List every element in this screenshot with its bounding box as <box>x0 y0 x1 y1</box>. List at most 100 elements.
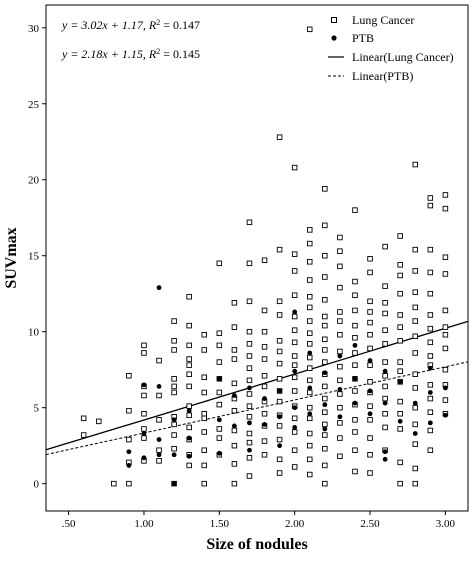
point-ptb <box>337 414 343 420</box>
point-ptb <box>442 412 448 418</box>
point-lung-cancer <box>291 292 298 298</box>
point-lung-cancer <box>307 318 313 324</box>
point-lung-cancer <box>382 341 388 347</box>
point-ptb <box>126 463 132 468</box>
point-lung-cancer <box>337 377 343 384</box>
point-lung-cancer <box>442 397 449 403</box>
point-lung-cancer <box>322 252 328 259</box>
point-lung-cancer <box>322 274 328 280</box>
point-ptb <box>367 411 373 417</box>
point-ptb <box>322 426 328 432</box>
point-lung-cancer <box>412 268 419 274</box>
point-lung-cancer <box>307 415 313 422</box>
point-lung-cancer <box>171 421 177 428</box>
point-lung-cancer <box>427 325 434 332</box>
point-ptb <box>397 379 403 385</box>
point-lung-cancer <box>186 362 192 368</box>
point-lung-cancer <box>231 347 238 353</box>
point-ptb <box>367 388 373 394</box>
point-ptb <box>247 420 252 426</box>
point-lung-cancer <box>337 404 343 411</box>
point-lung-cancer <box>307 293 313 300</box>
point-lung-cancer <box>201 415 207 422</box>
point-ptb <box>156 437 162 442</box>
point-lung-cancer <box>397 368 403 374</box>
y-axis-title: SUVmax <box>3 227 20 288</box>
point-ptb <box>171 417 177 423</box>
point-lung-cancer <box>261 307 268 314</box>
point-ptb <box>216 450 222 456</box>
x-tick-label: 3.00 <box>436 518 456 530</box>
point-lung-cancer <box>412 161 419 168</box>
point-ptb <box>156 452 162 458</box>
point-lung-cancer <box>291 339 298 346</box>
point-lung-cancer <box>141 342 147 349</box>
point-lung-cancer <box>337 348 343 355</box>
point-ptb <box>307 385 313 391</box>
point-ptb <box>186 453 192 459</box>
point-lung-cancer <box>397 233 403 239</box>
point-lung-cancer <box>307 330 313 336</box>
point-lung-cancer <box>412 304 419 311</box>
point-lung-cancer <box>201 347 207 353</box>
point-ptb <box>412 400 418 406</box>
point-lung-cancer <box>337 435 343 441</box>
point-ptb <box>292 405 298 411</box>
point-lung-cancer <box>291 164 298 171</box>
point-lung-cancer <box>276 456 283 463</box>
point-lung-cancer <box>201 429 207 435</box>
point-ptb <box>171 481 177 487</box>
point-ptb <box>307 411 313 417</box>
x-axis-title: Size of nodules <box>206 536 307 553</box>
point-lung-cancer <box>171 347 177 353</box>
point-lung-cancer <box>141 426 147 432</box>
point-lung-cancer <box>291 327 298 333</box>
point-lung-cancer <box>186 383 192 390</box>
point-lung-cancer <box>352 429 358 435</box>
point-lung-cancer <box>216 426 223 432</box>
point-lung-cancer <box>216 260 223 267</box>
point-lung-cancer <box>427 246 434 253</box>
point-ptb <box>427 365 433 371</box>
equation-ptb: y = 2.18x + 1.15, R2 = 0.145 <box>61 47 200 62</box>
point-ptb <box>382 449 388 455</box>
point-lung-cancer <box>216 342 223 349</box>
point-lung-cancer <box>367 362 373 368</box>
point-ptb <box>231 393 237 398</box>
point-lung-cancer <box>216 435 223 441</box>
point-ptb <box>247 447 252 453</box>
point-lung-cancer <box>156 357 162 364</box>
point-lung-cancer <box>427 339 434 346</box>
point-lung-cancer <box>307 26 313 33</box>
point-lung-cancer <box>352 362 358 368</box>
point-lung-cancer <box>186 342 192 349</box>
point-lung-cancer <box>412 371 419 377</box>
point-ptb <box>262 396 267 401</box>
point-lung-cancer <box>186 424 192 431</box>
point-lung-cancer <box>352 322 358 329</box>
point-lung-cancer <box>141 350 147 356</box>
point-ptb <box>186 435 192 441</box>
point-lung-cancer <box>442 307 449 314</box>
point-lung-cancer <box>322 359 328 365</box>
point-lung-cancer <box>111 480 117 487</box>
point-lung-cancer <box>171 432 177 438</box>
point-lung-cancer <box>397 359 403 365</box>
point-lung-cancer <box>246 439 253 446</box>
point-lung-cancer <box>201 331 207 338</box>
point-lung-cancer <box>427 312 434 318</box>
point-lung-cancer <box>80 432 87 438</box>
point-lung-cancer <box>322 297 328 303</box>
point-lung-cancer <box>171 376 177 382</box>
point-lung-cancer <box>246 365 253 371</box>
point-lung-cancer <box>352 207 358 213</box>
point-lung-cancer <box>352 447 358 453</box>
point-lung-cancer <box>307 259 313 265</box>
point-lung-cancer <box>171 383 177 390</box>
point-lung-cancer <box>276 360 283 367</box>
point-lung-cancer <box>307 354 313 361</box>
point-lung-cancer <box>427 395 434 402</box>
point-lung-cancer <box>352 417 358 423</box>
point-lung-cancer <box>246 298 253 305</box>
